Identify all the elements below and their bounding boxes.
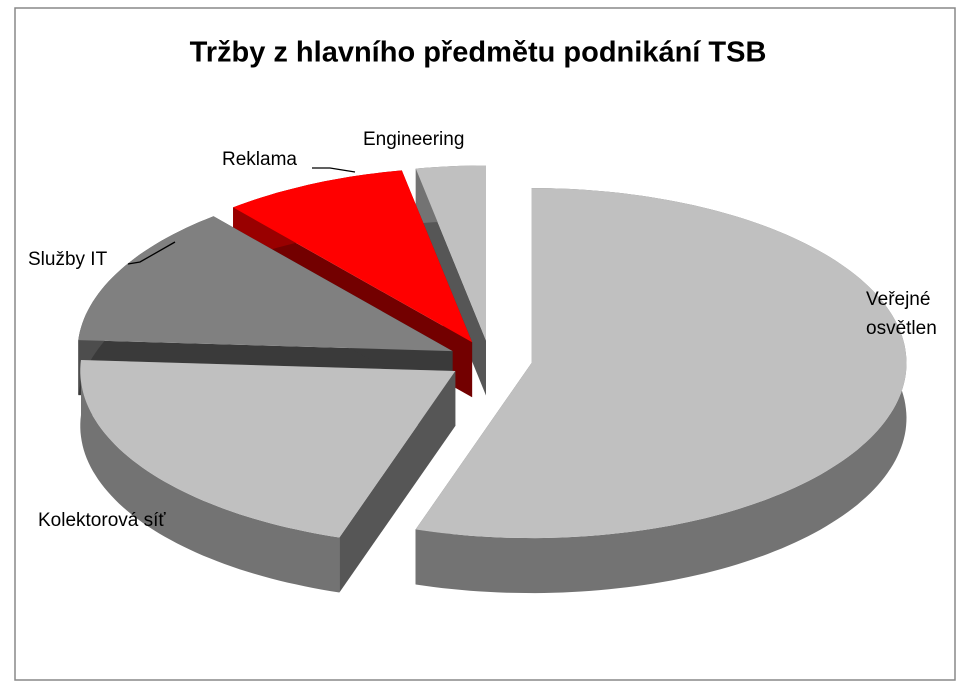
slice bbox=[78, 216, 453, 352]
slices bbox=[78, 165, 907, 594]
slice-label: Kolektorová síť bbox=[38, 510, 166, 531]
slice bbox=[415, 165, 486, 341]
chart-title: Tržby z hlavního předmětu podnikání TSB bbox=[190, 37, 767, 69]
slice-side bbox=[80, 360, 340, 593]
slice-side bbox=[339, 371, 456, 593]
slice-label: Veřejné osvětlen bbox=[866, 289, 937, 339]
slice bbox=[80, 360, 456, 538]
slice-label: Služby IT bbox=[28, 249, 108, 270]
leader-line bbox=[312, 167, 356, 173]
slice-label: Reklama bbox=[222, 149, 297, 170]
slice bbox=[233, 170, 473, 343]
leader-line bbox=[127, 241, 176, 265]
slice-side bbox=[415, 188, 907, 594]
slice-label: Engineering bbox=[363, 129, 465, 150]
slice bbox=[415, 188, 907, 539]
